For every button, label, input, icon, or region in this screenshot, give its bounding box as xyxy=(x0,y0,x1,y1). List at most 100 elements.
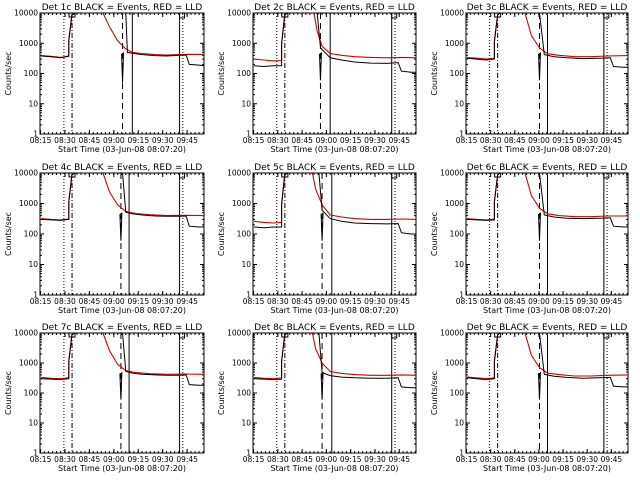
events-dip-spike xyxy=(121,52,125,83)
x-axis-label: Start Time (03-Jun-08 08:07:20) xyxy=(483,306,611,315)
x-axis-label: Start Time (03-Jun-08 08:07:20) xyxy=(271,464,399,473)
x-tick-label: 08:30 xyxy=(267,136,289,145)
x-tick-label: 08:15 xyxy=(30,297,52,306)
x-tick-label: 09:30 xyxy=(364,455,386,464)
x-tick-label: 08:15 xyxy=(456,136,478,145)
y-tick-label: 1 xyxy=(33,130,38,139)
y-tick-label: 10000 xyxy=(227,169,251,178)
y-tick-label: 100 xyxy=(237,230,252,239)
y-tick-label: 10 xyxy=(28,419,38,428)
y-tick-label: 1000 xyxy=(445,199,464,208)
y-tick-label: 100 xyxy=(237,69,252,78)
panel-8: Det 8c BLACK = Events, RED = LLD 1 10 100 10… xyxy=(217,323,417,473)
y-tick-label: 1 xyxy=(33,449,38,458)
x-tick-label: 09:15 xyxy=(552,455,574,464)
events-series-line xyxy=(41,13,204,67)
x-tick-label: 08:30 xyxy=(480,297,502,306)
x-tick-label: 08:30 xyxy=(480,455,502,464)
x-tick-label: 08:15 xyxy=(243,136,265,145)
y-axis-label: Counts/sec xyxy=(4,51,13,95)
x-tick-label: 09:45 xyxy=(388,455,410,464)
panel-title: Det 7c BLACK = Events, RED = LLD xyxy=(42,323,203,333)
panel-title: Det 4c BLACK = Events, RED = LLD xyxy=(42,163,203,173)
x-tick-label: 08:30 xyxy=(54,455,76,464)
panel-title: Det 1c BLACK = Events, RED = LLD xyxy=(42,3,203,13)
top-marker xyxy=(179,173,186,179)
lld-series-line xyxy=(467,333,628,380)
y-tick-label: 1 xyxy=(246,130,251,139)
top-marker xyxy=(179,333,186,339)
lld-series-line xyxy=(467,13,628,60)
y-tick-label: 100 xyxy=(24,230,39,239)
y-tick-label: 1 xyxy=(459,449,464,458)
x-axis-label: Start Time (03-Jun-08 08:07:20) xyxy=(483,145,611,154)
y-tick-label: 10 xyxy=(454,419,464,428)
events-series-line xyxy=(41,173,204,228)
y-axis-label: Counts/sec xyxy=(430,51,439,95)
panel-title: Det 8c BLACK = Events, RED = LLD xyxy=(254,323,415,333)
lld-series-line xyxy=(41,333,204,380)
y-tick-label: 100 xyxy=(450,69,465,78)
x-tick-label: 08:30 xyxy=(267,297,289,306)
y-tick-label: 10 xyxy=(454,260,464,269)
y-axis-label: Counts/sec xyxy=(217,212,226,256)
panel-title: Det 6c BLACK = Events, RED = LLD xyxy=(467,163,628,173)
x-tick-label: 09:15 xyxy=(127,136,149,145)
top-marker xyxy=(391,333,398,339)
x-tick-label: 09:30 xyxy=(152,455,174,464)
y-axis-label: Counts/sec xyxy=(4,212,13,256)
panel-1: Det 1c BLACK = Events, RED = LLD 1 10 100 10… xyxy=(4,3,205,154)
x-tick-label: 09:00 xyxy=(103,455,125,464)
x-tick-label: 09:00 xyxy=(316,136,338,145)
x-tick-label: 09:45 xyxy=(388,136,410,145)
y-tick-label: 10 xyxy=(28,260,38,269)
y-tick-label: 1 xyxy=(459,130,464,139)
y-tick-label: 10 xyxy=(28,99,38,108)
x-tick-label: 08:15 xyxy=(456,297,478,306)
x-tick-label: 08:45 xyxy=(79,136,101,145)
x-tick-label: 08:45 xyxy=(291,136,313,145)
panel-6: Det 6c BLACK = Events, RED = LLD 1 10 100 10… xyxy=(430,163,629,315)
y-tick-label: 10000 xyxy=(440,9,464,18)
x-tick-label: 08:45 xyxy=(291,455,313,464)
y-tick-label: 10000 xyxy=(440,329,464,338)
x-tick-label: 09:15 xyxy=(340,136,362,145)
x-tick-label: 09:00 xyxy=(528,455,550,464)
x-axis-label: Start Time (03-Jun-08 08:07:20) xyxy=(271,145,399,154)
x-axis-label: Start Time (03-Jun-08 08:07:20) xyxy=(58,306,186,315)
events-series-line xyxy=(254,333,416,389)
top-marker xyxy=(391,13,398,19)
x-tick-label: 09:15 xyxy=(127,455,149,464)
x-tick-label: 08:45 xyxy=(79,455,101,464)
x-tick-label: 09:00 xyxy=(316,455,338,464)
y-tick-label: 10 xyxy=(454,99,464,108)
y-tick-label: 10000 xyxy=(14,9,38,18)
x-axis-label: Start Time (03-Jun-08 08:07:20) xyxy=(58,145,186,154)
y-tick-label: 1 xyxy=(246,291,251,300)
panel-title: Det 3c BLACK = Events, RED = LLD xyxy=(467,3,628,13)
lld-series-line xyxy=(467,173,628,221)
y-tick-label: 1000 xyxy=(232,39,251,48)
events-dip-spike xyxy=(320,372,324,400)
y-tick-label: 1 xyxy=(459,291,464,300)
x-tick-label: 09:15 xyxy=(340,455,362,464)
top-marker xyxy=(603,13,610,19)
y-tick-label: 10 xyxy=(241,419,251,428)
x-axis-label: Start Time (03-Jun-08 08:07:20) xyxy=(58,464,186,473)
panel-3: Det 3c BLACK = Events, RED = LLD 1 10 100 10… xyxy=(430,3,629,154)
events-dip-spike xyxy=(119,372,123,400)
y-tick-label: 10 xyxy=(241,260,251,269)
x-tick-label: 08:45 xyxy=(504,455,526,464)
y-tick-label: 100 xyxy=(237,389,252,398)
y-tick-label: 1000 xyxy=(232,199,251,208)
events-dip-spike xyxy=(537,52,541,81)
lld-series-line xyxy=(254,173,416,224)
x-tick-label: 09:15 xyxy=(340,297,362,306)
x-tick-label: 09:45 xyxy=(176,297,198,306)
events-series-line xyxy=(467,333,628,388)
y-axis-label: Counts/sec xyxy=(430,371,439,415)
events-dip-spike xyxy=(318,52,322,81)
x-tick-label: 09:30 xyxy=(364,136,386,145)
x-tick-label: 09:45 xyxy=(176,136,198,145)
